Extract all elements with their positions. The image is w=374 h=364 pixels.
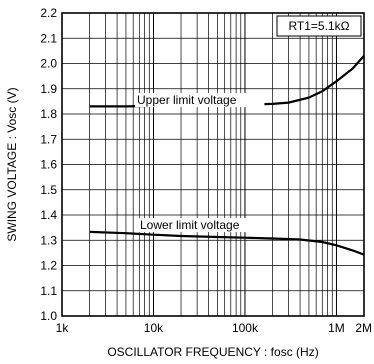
- x-tick-label-1: 10k: [144, 321, 164, 335]
- x-tick-labels: 1k 10k 100k 1M 2M: [56, 321, 372, 335]
- y-tick-label-3: 1.3: [40, 233, 57, 247]
- x-tick-label-3: 1M: [328, 321, 345, 335]
- y-tick-label-2: 1.2: [40, 259, 57, 273]
- plot-frame: [61, 12, 365, 317]
- y-tick-label-8: 1.8: [40, 107, 57, 121]
- x-tick-label-4: 2M: [355, 321, 372, 335]
- x-tick-label-2: 100k: [232, 321, 259, 335]
- y-tick-labels: 1.0 1.1 1.2 1.3 1.4 1.5 1.6 1.7 1.8 1.9 2.0 2.1 2.2: [40, 6, 57, 323]
- y-tick-label-10: 2.0: [40, 57, 57, 71]
- series-line-1: [89, 230, 365, 256]
- grid: [62, 12, 364, 317]
- x-axis-title: OSCILLATOR FREQUENCY : fosc (Hz): [107, 345, 318, 359]
- legend-box: RT1=5.1kΩ: [276, 15, 362, 37]
- y-tick-label-5: 1.5: [40, 183, 57, 197]
- y-tick-label-0: 1.0: [40, 309, 57, 323]
- y-tick-label-1: 1.1: [40, 284, 57, 298]
- y-tick-label-12: 2.2: [40, 6, 57, 20]
- series-label-bg-1: [138, 218, 268, 233]
- series-label-0: Upper limit voltage: [137, 93, 237, 107]
- series-label-bg-0: [135, 93, 265, 108]
- y-tick-label-7: 1.7: [40, 132, 57, 146]
- legend-text: RT1=5.1kΩ: [288, 19, 349, 33]
- y-tick-label-9: 1.9: [40, 82, 57, 96]
- y-tick-label-4: 1.4: [40, 208, 57, 222]
- series-label-1: Lower limit voltage: [140, 218, 240, 232]
- y-tick-label-11: 2.1: [40, 31, 57, 45]
- y-axis-title: SWING VOLTAGE : Vosc (V): [5, 87, 19, 241]
- y-tick-label-6: 1.6: [40, 158, 57, 172]
- x-tick-label-0: 1k: [56, 321, 70, 335]
- series-labels: Upper limit voltage Lower limit voltage: [135, 93, 268, 233]
